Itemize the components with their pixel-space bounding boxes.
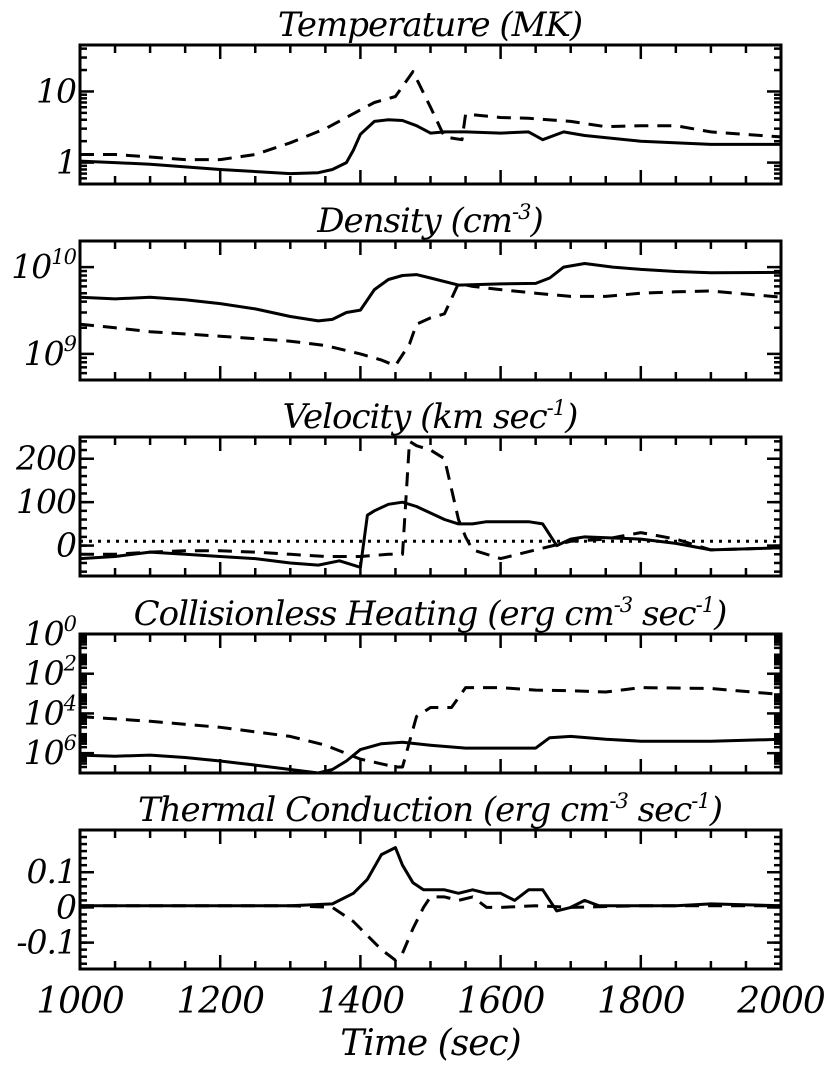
y-tick-label: 100 [24,612,77,653]
plot-frame [78,239,783,382]
series-solid [80,118,781,176]
y-tick-label: 0 [56,526,76,565]
y-tick-label: -0.1 [16,923,76,962]
series-dashed [80,70,781,162]
x-tick-label: 1000 [36,981,124,1022]
y-tick-label: 1 [56,143,76,182]
y-tick-label: 106 [24,731,77,772]
panel-1: Temperature (MK) 1 10 [36,5,783,186]
y-tick-label: 0 [56,887,76,926]
plot-frame [78,632,783,775]
series-dashed [80,281,781,368]
panel-title: Velocity (km sec-1) [283,396,578,437]
series-dashed [80,895,781,962]
y-tick-label: 100 [16,482,76,521]
series-dashed [80,439,781,561]
plot-frame [78,828,783,971]
x-axis-label: Time (sec) [340,1023,520,1064]
x-tick-label: 1800 [597,981,685,1022]
panel-3: Velocity (km sec-1) 0 100 200 [15,396,783,578]
x-tick-label: 1200 [176,981,264,1022]
y-tick-label: 102 [24,652,77,693]
panel-title: Density (cm-3) [316,200,543,241]
series-solid [80,262,781,323]
y-tick-label: 200 [15,439,76,478]
series-solid [80,734,781,773]
panel-4: Collisionless Heating (erg cm-3 sec-1) 10… [24,593,783,775]
series-dashed [80,686,781,769]
y-tick-label: 0.1 [27,852,76,891]
panel-title: Thermal Conduction (erg cm-3 sec-1) [138,789,722,830]
panel-5: Thermal Conduction (erg cm-3 sec-1)-0.10… [16,789,783,971]
y-tick-label: 1010 [11,245,76,286]
panel-2: Density (cm-3) 109 1010 [11,200,783,382]
y-tick-label: 109 [24,332,77,373]
plot-frame [78,43,783,186]
panel-title: Collisionless Heating (erg cm-3 sec-1) [134,593,727,634]
x-tick-label: 1400 [317,981,405,1022]
x-tick-label: 2000 [736,981,825,1022]
panel-title: Temperature (MK) [278,5,582,45]
series-solid [80,500,781,569]
y-tick-label: 104 [24,691,76,732]
y-tick-label: 10 [36,71,76,110]
series-solid [80,846,781,913]
x-tick-label: 1600 [457,981,545,1022]
